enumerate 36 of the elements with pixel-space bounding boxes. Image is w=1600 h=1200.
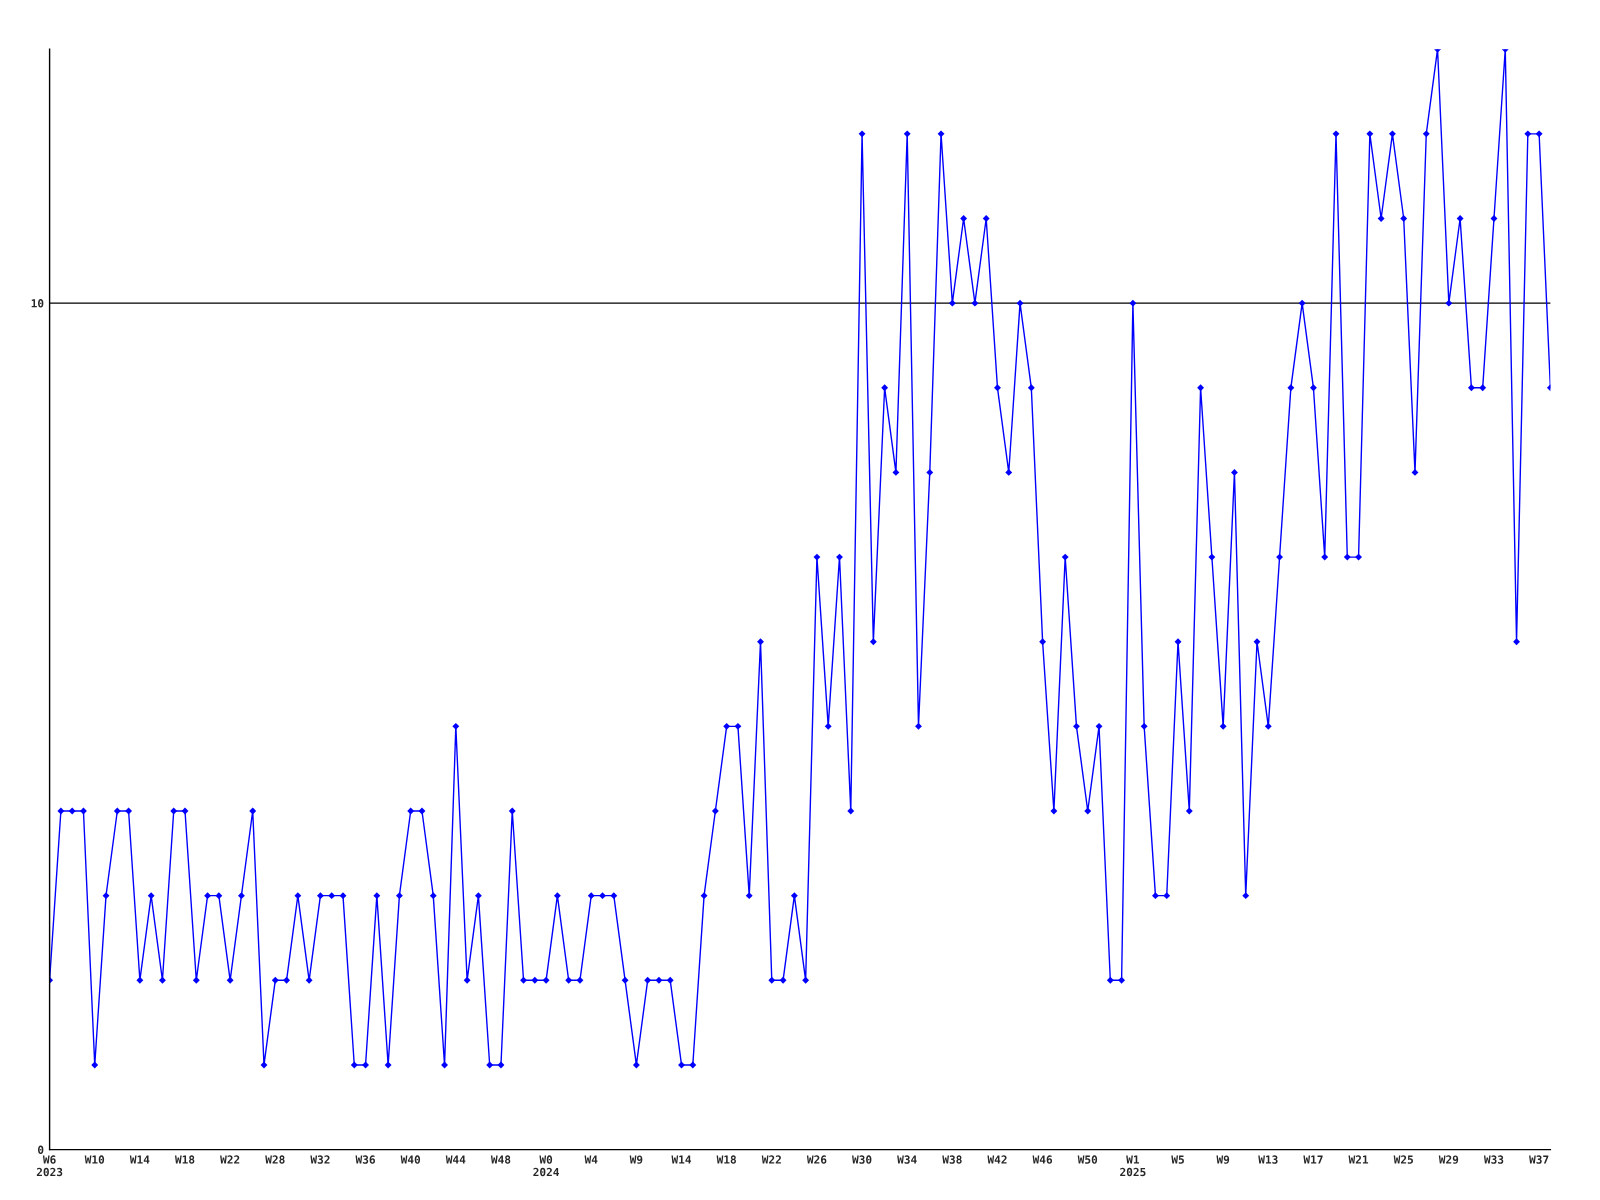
x-tick-label: W0 2024 [533,1155,559,1177]
x-tick-label: W33 [1483,1155,1504,1164]
x-tick-label: W46 [1032,1155,1053,1164]
x-tick-label: W29 [1438,1155,1459,1164]
x-tick-label: W25 [1393,1155,1413,1164]
x-tick-label: W9 [1216,1155,1230,1164]
x-tick-label: W42 [987,1155,1007,1164]
x-tick-label: W5 [1171,1155,1184,1164]
x-tick-label: W22 [220,1155,240,1164]
x-tick-label: W28 [265,1155,285,1164]
x-tick-label: W18 [174,1155,195,1164]
x-tick-label: W32 [310,1155,330,1164]
x-tick-label: W22 [761,1155,781,1164]
x-tick-label: W21 [1348,1155,1369,1164]
x-tick-label: W37 [1529,1155,1549,1164]
x-tick-label: W13 [1258,1155,1278,1164]
x-tick-label: W36 [355,1155,375,1164]
x-tick-label: W40 [400,1155,421,1164]
x-tick-label: W9 [629,1155,643,1164]
x-tick-label: W44 [445,1155,466,1164]
x-tick-label: W38 [942,1155,962,1164]
x-tick-label: W14 [129,1155,150,1164]
x-tick-label: W48 [490,1155,511,1164]
x-tick-label: W17 [1303,1155,1323,1164]
x-tick-label: W10 [84,1155,105,1164]
x-tick-label: W50 [1077,1155,1098,1164]
x-tick-label: W30 [852,1155,872,1164]
x-tick-label: W6 2023 [36,1155,63,1177]
x-tick-label: W18 [716,1155,736,1164]
y-tick-label: 0 [38,1145,44,1154]
x-tick-label: W4 [584,1155,598,1164]
x-tick-label: W34 [897,1155,917,1164]
y-tick-label: 10 [31,299,44,308]
x-tick-label: W26 [806,1155,827,1164]
x-tick-label: W1 2025 [1120,1155,1146,1177]
x-tick-label: W14 [671,1155,692,1164]
